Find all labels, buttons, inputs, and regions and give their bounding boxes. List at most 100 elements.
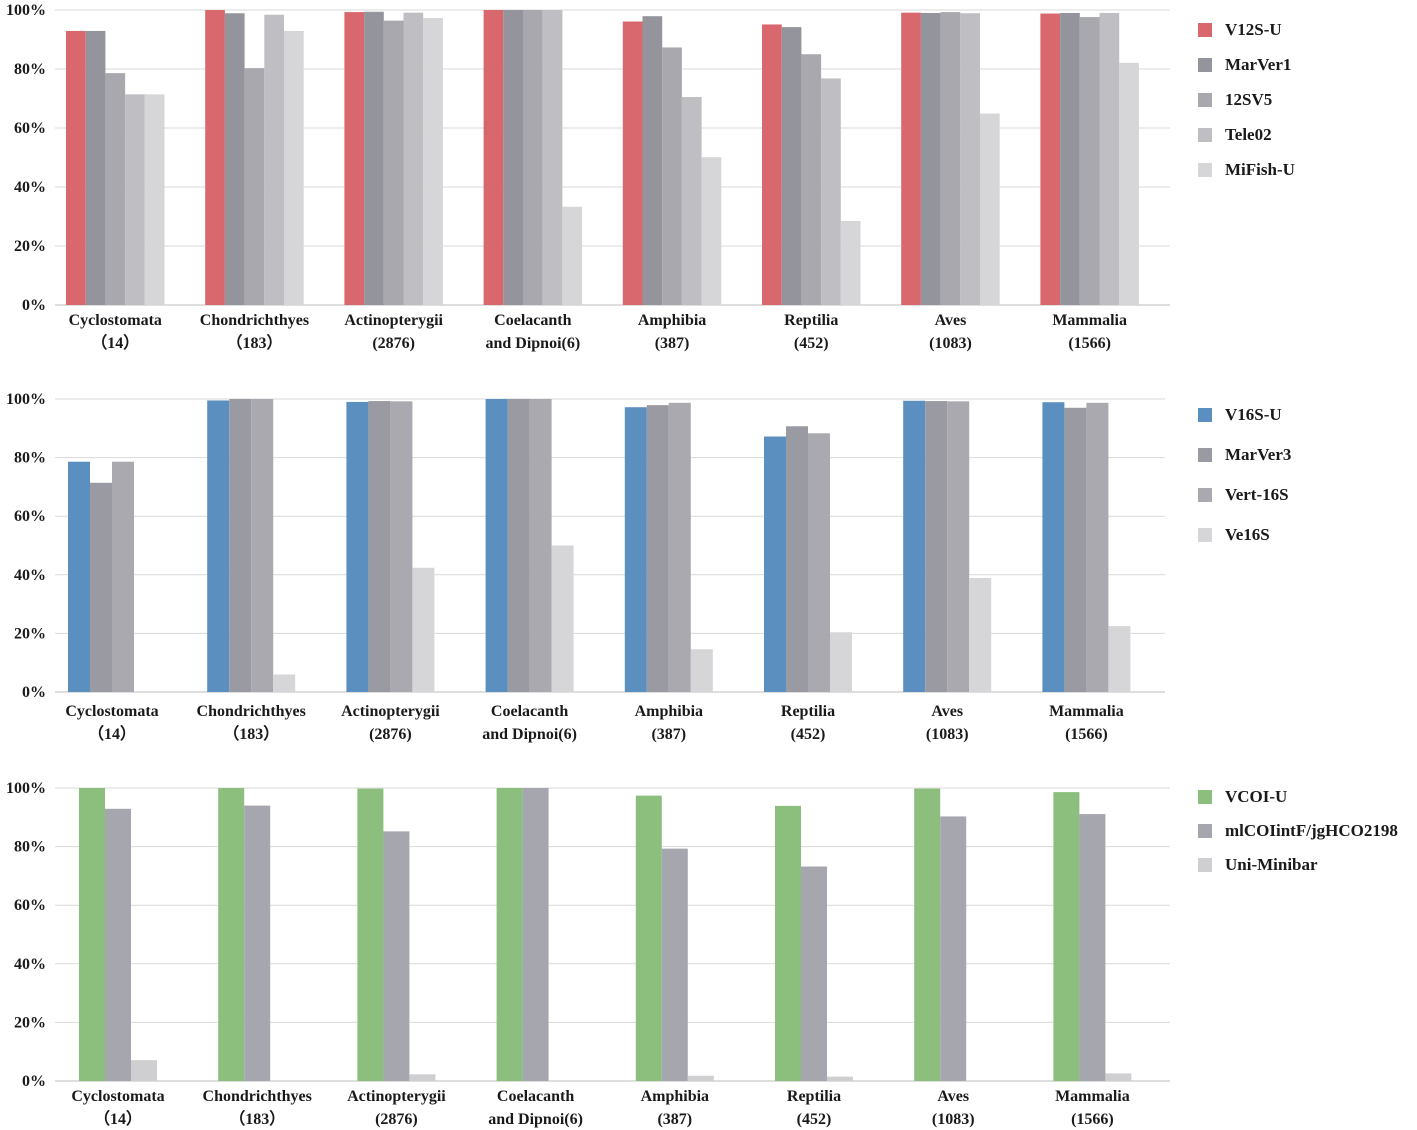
category-count-label: and Dipnoi(6) — [488, 1111, 583, 1128]
category-label: Aves — [935, 312, 967, 329]
chart-svg-12s: 0% 20% 40% 60% 80% 100% Cyclostomata （14） Chondr… — [6, 2, 1170, 352]
category-count-label: and Dipnoi(6) — [482, 726, 577, 743]
bar-mlcoiintf-jghco2198-coelacanth — [522, 788, 549, 1081]
bar-12sv5-mammalia — [1079, 17, 1100, 306]
bar-mifish-u-chondrichthyes — [284, 30, 304, 305]
legend-label: MiFish-U — [1225, 160, 1295, 179]
category-count-label: (1083) — [932, 1111, 975, 1128]
y-tick-label: 60% — [14, 508, 46, 525]
bar-tele02-coelacanth — [542, 10, 563, 305]
y-tick-label: 20% — [14, 625, 46, 642]
bar-v12s-u-actinopterygii — [344, 12, 365, 305]
category-label: Mammalia — [1055, 1088, 1130, 1105]
category-label: Amphibia — [641, 1088, 709, 1105]
bar-ve16s-coelacanth — [551, 545, 574, 692]
bar-vert-16s-aves — [947, 401, 970, 692]
bar-v12s-u-coelacanth — [483, 10, 504, 305]
bar-uni-minibar-amphibia — [687, 1075, 714, 1081]
bar-vcoi-u-aves — [914, 788, 941, 1081]
bar-mlcoiintf-jghco2198-chondrichthyes — [244, 805, 271, 1081]
category-count-label: (1566) — [1068, 335, 1111, 352]
y-tick-label: 100% — [6, 391, 46, 408]
category-label: Cyclostomata — [69, 312, 162, 329]
y-tick-label: 40% — [14, 567, 46, 584]
bar-v12s-u-aves — [901, 12, 921, 306]
bar-vert-16s-amphibia — [668, 402, 691, 692]
category-label: Actinopterygii — [344, 312, 443, 329]
bar-12sv5-reptilia — [801, 54, 822, 305]
bar-12sv5-aves — [940, 12, 961, 305]
category-count-label: (387) — [657, 1111, 692, 1128]
bar-vcoi-u-amphibia — [635, 795, 662, 1081]
y-tick-label: 20% — [14, 238, 46, 255]
category-count-label: (2876) — [369, 726, 412, 743]
y-tick-label: 40% — [14, 956, 46, 973]
legend-label: Uni-Minibar — [1225, 855, 1318, 874]
category-label: Coelacanth — [494, 312, 571, 329]
bar-tele02-amphibia — [681, 97, 702, 306]
bar-mlcoiintf-jghco2198-actinopterygii — [383, 831, 410, 1081]
category-label: Mammalia — [1049, 703, 1124, 720]
bar-vert-16s-cyclostomata — [112, 461, 134, 692]
y-tick-label: 20% — [14, 1014, 46, 1031]
y-tick-label: 40% — [14, 179, 46, 196]
category-label: Reptilia — [781, 703, 835, 720]
bar-tele02-mammalia — [1099, 12, 1120, 305]
category-label: Coelacanth — [497, 1088, 574, 1105]
category-count-label: （14） — [94, 1110, 142, 1128]
legend-label: mlCOIintF/jgHCO2198 — [1225, 821, 1398, 840]
category-count-label: （14） — [91, 334, 139, 352]
bar-mlcoiintf-jghco2198-amphibia — [661, 848, 688, 1081]
bar-ve16s-reptilia — [830, 632, 852, 692]
bar-uni-minibar-cyclostomata — [131, 1060, 157, 1081]
bar-marver1-coelacanth — [503, 10, 523, 305]
category-label: Reptilia — [787, 1088, 841, 1105]
legend-label: V16S-U — [1225, 405, 1282, 424]
y-tick-label: 0% — [22, 297, 46, 314]
bar-ve16s-amphibia — [690, 649, 713, 692]
category-label: Actinopterygii — [341, 703, 440, 720]
chart-svg-16s: 0% 20% 40% 60% 80% 100% Cyclostomata （14） Chondr… — [6, 391, 1165, 743]
bar-marver3-coelacanth — [507, 399, 530, 692]
legend-swatch — [1198, 58, 1212, 72]
category-count-label: （183） — [226, 334, 282, 352]
bar-marver1-actinopterygii — [364, 11, 384, 306]
legend-swatch — [1198, 448, 1212, 462]
legend-swatch — [1198, 790, 1212, 804]
bar-mifish-u-actinopterygii — [423, 17, 443, 306]
y-tick-label: 80% — [14, 839, 46, 856]
category-count-label: （183） — [229, 1110, 285, 1128]
category-count-label: (452) — [794, 335, 829, 352]
legend-label: VCOI-U — [1225, 787, 1288, 806]
bar-marver3-mammalia — [1064, 407, 1087, 692]
bar-vcoi-u-mammalia — [1053, 792, 1080, 1081]
legend-label: V12S-U — [1225, 20, 1282, 39]
category-count-label: (2876) — [375, 1111, 418, 1128]
bar-marver1-mammalia — [1060, 12, 1080, 305]
category-label: Cyclostomata — [65, 703, 158, 720]
category-label: Actinopterygii — [347, 1088, 446, 1105]
category-label: Aves — [931, 703, 963, 720]
bar-marver1-cyclostomata — [85, 30, 106, 305]
category-count-label: and Dipnoi(6) — [485, 335, 580, 352]
legend-swatch — [1198, 408, 1212, 422]
bar-v16s-u-actinopterygii — [346, 401, 369, 692]
category-count-label: (2876) — [372, 335, 415, 352]
bar-vert-16s-reptilia — [808, 433, 830, 692]
bar-12sv5-actinopterygii — [383, 20, 404, 306]
bar-marver3-aves — [925, 401, 948, 692]
legend-swatch — [1198, 858, 1212, 872]
category-label: Mammalia — [1052, 312, 1127, 329]
bar-vcoi-u-reptilia — [775, 805, 801, 1081]
bar-v16s-u-aves — [903, 400, 926, 692]
category-label: Chondrichthyes — [197, 703, 306, 720]
bar-marver3-cyclostomata — [90, 482, 112, 692]
bar-v16s-u-reptilia — [764, 436, 786, 692]
legend-label: MarVer1 — [1225, 55, 1292, 74]
bar-uni-minibar-actinopterygii — [409, 1074, 436, 1081]
bar-12sv5-coelacanth — [523, 10, 543, 305]
bar-tele02-cyclostomata — [125, 94, 145, 306]
bar-mifish-u-amphibia — [701, 157, 722, 305]
bar-mifish-u-mammalia — [1119, 62, 1139, 306]
legend-label: Ve16S — [1225, 525, 1270, 544]
